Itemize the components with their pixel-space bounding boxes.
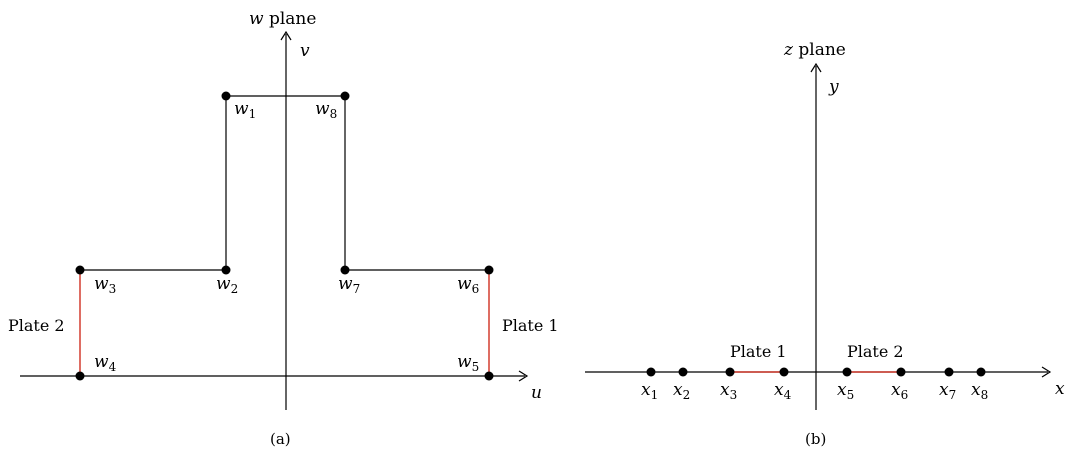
point-w7 [340,265,350,275]
point-w4 [75,371,85,381]
x-axis-arrow [1041,366,1052,378]
boundary-polyline [80,95,489,271]
label-x2: x2 [673,380,690,402]
u-axis-arrow [518,370,529,382]
label-x3: x3 [720,380,737,402]
point-w5 [484,371,494,381]
label-x4: x4 [774,380,792,402]
point-x2 [678,367,688,377]
label-x6: x6 [891,380,908,402]
plate-2-label: Plate 2 [8,316,65,335]
label-w5: w5 [457,352,479,374]
plate-2-label-z: Plate 2 [847,342,904,361]
label-x1: x1 [641,380,658,402]
point-x4 [779,367,789,377]
plate-1-label: Plate 1 [502,316,559,335]
label-x7: x7 [939,380,956,402]
point-x7 [944,367,954,377]
point-x1 [646,367,656,377]
label-x5: x5 [837,380,854,402]
label-w6: w6 [457,274,479,296]
label-x8: x8 [971,380,988,402]
label-w3: w3 [94,274,116,296]
label-w4: w4 [94,352,117,374]
w-plane-label: w plane [249,9,316,29]
panel-b: x1 x2 x3 x4 x5 x6 x7 x8 z plane y x Plat… [585,40,1065,448]
point-x8 [976,367,986,377]
point-w1 [221,91,231,101]
point-x3 [725,367,735,377]
label-w1: w1 [234,99,256,121]
point-w2 [221,265,231,275]
y-axis-arrow [810,62,822,73]
caption-b: (b) [805,430,826,448]
label-w2: w2 [216,274,238,296]
point-w8 [340,91,350,101]
label-w8: w8 [315,99,337,121]
plate-1-label-z: Plate 1 [730,342,787,361]
point-x6 [896,367,906,377]
z-plane-label: z plane [783,40,846,60]
x-axis-label: x [1055,379,1065,399]
point-x5 [842,367,852,377]
y-axis-label: y [828,77,839,97]
point-w3 [75,265,85,275]
label-w7: w7 [338,274,360,296]
v-axis-arrow [280,30,292,41]
v-axis-label: v [300,41,310,61]
point-w6 [484,265,494,275]
caption-a: (a) [270,430,291,448]
panel-a: w1 w2 w3 w4 w5 w6 w7 w8 w plane v u Plat… [8,9,559,448]
u-axis-label: u [531,383,542,403]
